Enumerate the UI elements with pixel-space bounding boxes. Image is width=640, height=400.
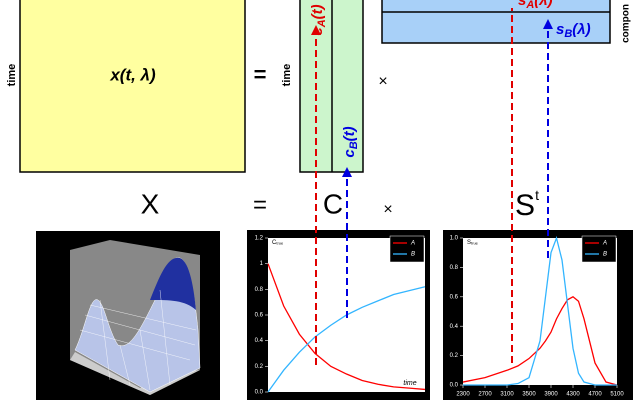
axis-label: time [281,64,293,87]
title-main: S [467,240,471,246]
subscript: A [316,19,328,28]
row-label: sA(λ) [518,0,553,11]
surface-plot [36,231,220,400]
x-tick-label: 3900 [544,392,558,398]
axis-label: time [6,64,18,87]
matrix-x [19,0,246,173]
column-label: cB(t) [341,126,360,157]
symbol-x: X [141,188,160,219]
subscript: A [525,0,534,11]
y-tick-label: 0.6 [255,313,264,319]
legend-label: B [411,252,415,258]
chart-title: Strue [467,240,479,246]
x-tick-label: 5100 [610,392,624,398]
equals: = [254,62,267,87]
symbol-s: St [515,187,539,222]
y-tick-label: 0.8 [255,287,264,293]
y-tick-label: 0.8 [450,265,459,271]
legend-box [389,235,425,263]
x-tick-label: 3500 [522,392,536,398]
row-label: sB(λ) [556,21,591,40]
y-tick-label: 0.2 [255,364,264,370]
y-tick-label: 0.0 [450,383,459,389]
series-line [463,235,617,386]
times: × [383,201,392,218]
argument: (t) [341,126,358,141]
y-tick-label: 0.2 [450,353,459,359]
argument: (t) [309,4,326,19]
symbol-c: C [323,188,343,219]
series-line [267,263,426,391]
x-tick-label: 2700 [478,392,492,398]
superscript: t [535,187,539,203]
symbol: s [518,0,526,9]
series-line [462,296,618,386]
equals: = [253,191,267,218]
y-tick-label: 0.0 [255,390,264,396]
symbol: S [515,189,535,222]
title-sub: true [276,241,284,246]
subscript: B [564,28,572,40]
times: × [378,73,387,90]
charts: 0.00.20.40.60.811.2CtruetimeAB0.00.20.40… [247,230,633,400]
x-tick-label: 2300 [456,392,470,398]
column-label: cA(t) [309,4,328,35]
matrix-s [381,0,611,44]
subscript: B [348,141,360,149]
x-axis-label: time [403,380,416,387]
argument: (λ) [572,21,590,38]
argument: (λ) [534,0,552,9]
y-tick-label: 0.4 [255,338,264,344]
plot-area [463,238,617,385]
legend-label: A [602,241,607,247]
symbol: s [556,21,564,38]
y-tick-label: 0.4 [450,324,459,330]
axis-label: compon [621,4,632,43]
x-tick-label: 3100 [500,392,514,398]
matrix-label: x(t, λ) [109,65,156,84]
y-tick-label: 1.2 [255,236,264,242]
connectors [311,8,553,365]
x-tick-label: 4700 [588,392,602,398]
line-chart: 0.0 0.2 0.4 0.6 0.8 1 1.2 Ctrue time AB [247,230,430,400]
symbol: c [341,149,358,158]
line-chart: 0.0 0.2 0.4 0.6 0.8 1.0 2300 2700 3100 3500 3900 43… [443,230,633,400]
title-main: C [272,240,277,246]
legend-label: A [410,241,415,247]
legend-box [581,235,617,263]
x-tick-label: 4300 [566,392,580,398]
title-sub: true [471,241,479,246]
y-tick-label: 1 [260,261,264,267]
y-tick-label: 0.6 [450,294,459,300]
y-tick-label: 1.0 [450,236,459,242]
legend-label: B [603,252,607,258]
chart-title: Ctrue [272,240,284,246]
